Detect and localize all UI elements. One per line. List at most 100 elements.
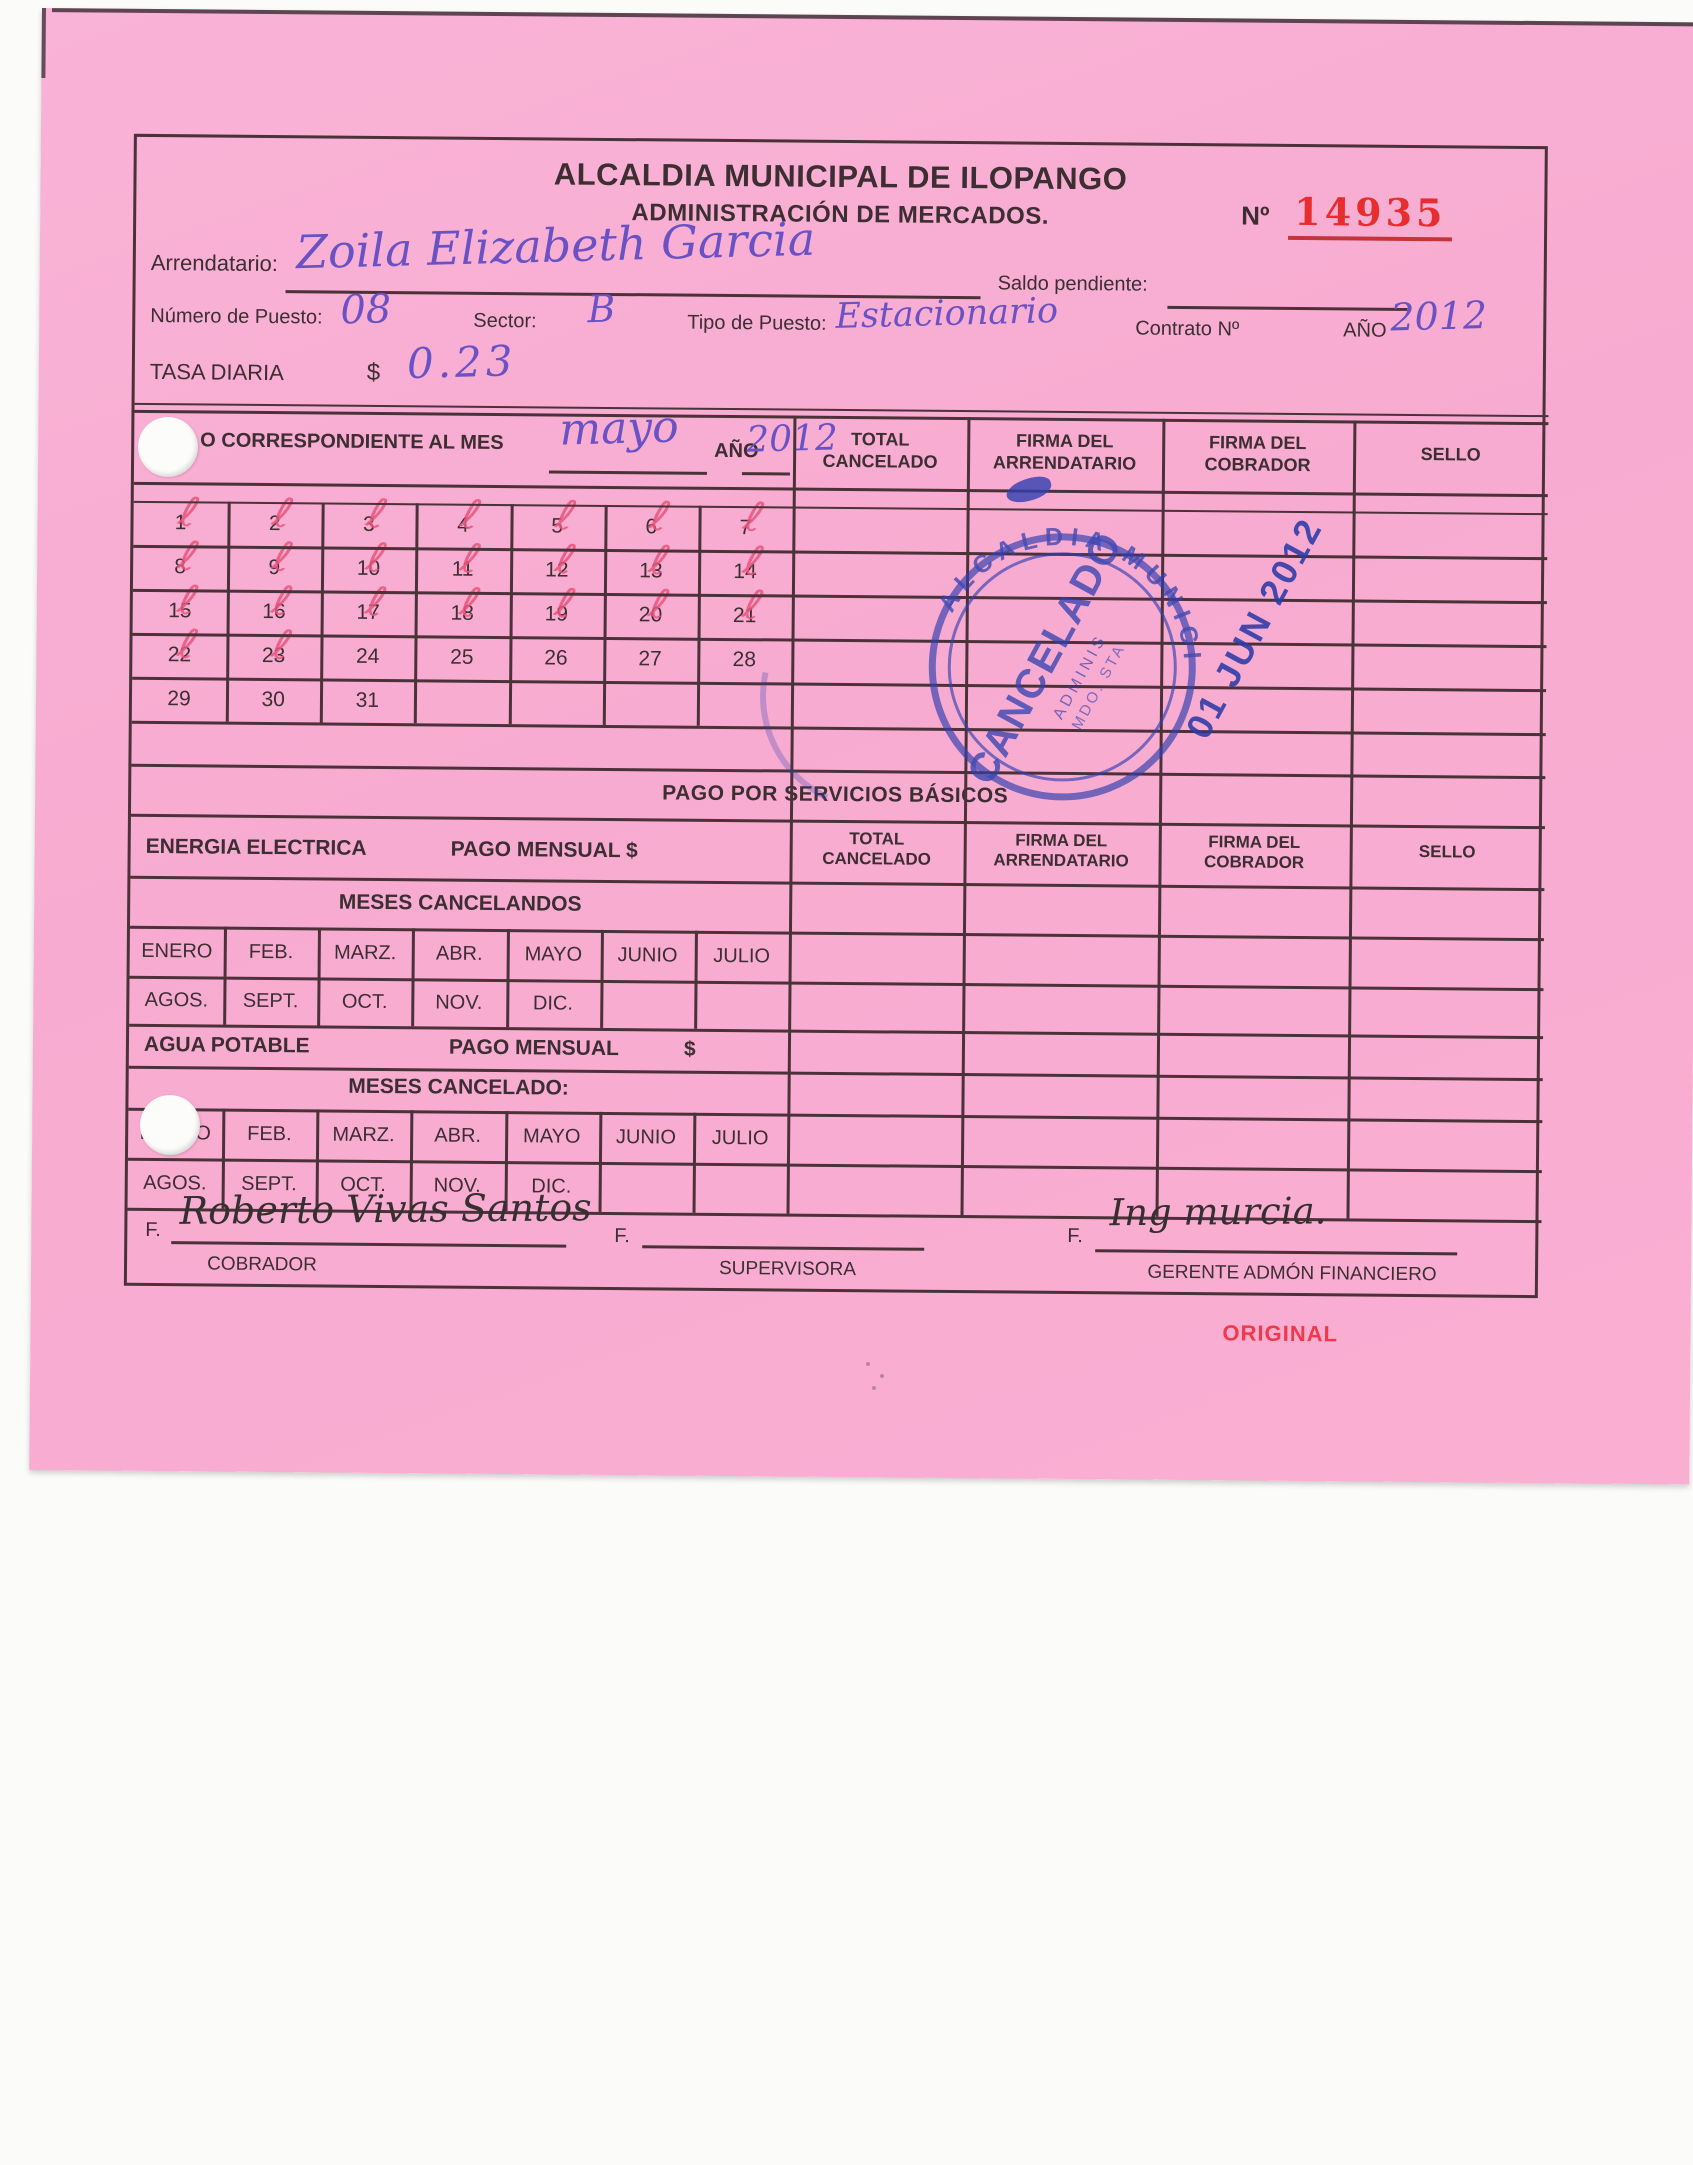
firma-label-gerente: F. <box>1067 1224 1083 1248</box>
supervisora-signature-line <box>642 1245 925 1251</box>
ano-value: 2012 <box>1389 292 1488 340</box>
hole-punch <box>140 1095 200 1155</box>
period-month-handwritten: mayo <box>558 401 680 456</box>
cobrador-label: COBRADOR <box>207 1253 318 1276</box>
cancelado-stamp: ALCALDIA MUNICI CANCELADO ADMINIS MDO. S… <box>928 521 1208 801</box>
receipt-form: ALCALDIA MUNICIPAL DE ILOPANGO ADMINISTR… <box>123 133 1549 1299</box>
calendar-day-cell: 11 ℓ <box>415 532 510 592</box>
energia-electrica-label: ENERGIA ELECTRICA <box>145 834 367 860</box>
month-cell: JUNIO <box>617 943 678 967</box>
receipt-number-label: Nº <box>1241 200 1270 231</box>
paper-edge-shadow <box>51 8 1693 27</box>
hole-punch <box>138 417 198 477</box>
contrato-label: Contrato Nº <box>1135 317 1240 341</box>
column-header-total-cancelado: TOTAL CANCELADO <box>822 429 938 472</box>
grid-line <box>1346 420 1357 1219</box>
day-number: 29 <box>167 687 191 711</box>
month-cell <box>694 981 789 1030</box>
currency-symbol: $ <box>366 358 381 386</box>
tasa-diaria-value: 0.23 <box>406 336 518 389</box>
gerente-signature: Ing murcia. <box>1109 1189 1327 1235</box>
calendar-day-cell: 26 <box>509 636 604 681</box>
calendar-day-cell: 29 <box>132 677 227 722</box>
column-header-sello: SELLO <box>1418 842 1476 862</box>
receipt-paper: ALCALDIA MUNICIPAL DE ILOPANGO ADMINISTR… <box>29 8 1693 1485</box>
column-header-total-cancelado: TOTAL CANCELADO <box>822 829 931 870</box>
paper-edge-shadow <box>41 8 46 79</box>
calendar-day-cell: 24 <box>320 634 415 679</box>
calendar-day-cell: 19 ℓ <box>509 577 604 637</box>
calendar-day-cell: 25 <box>415 635 510 680</box>
arrendatario-label: Arrendatario: <box>150 249 279 277</box>
saldo-pendiente-line <box>1167 305 1408 311</box>
month-cell: JUNIO <box>615 1125 677 1149</box>
month-cell: MAYO <box>523 1124 581 1148</box>
numero-puesto-label: Número de Puesto: <box>150 304 323 329</box>
pencil-speck <box>866 1362 870 1366</box>
day-number: 30 <box>261 687 285 712</box>
tipo-puesto-label: Tipo de Puesto: <box>687 311 827 335</box>
column-header-firma-arrendatario: FIRMA DEL ARRENDATARIO <box>992 430 1137 474</box>
calendar-day-cell: 12 ℓ <box>509 533 604 593</box>
agua-potable-label: AGUA POTABLE <box>143 1032 310 1058</box>
column-header-firma-cobrador: FIRMA DEL COBRADOR <box>1203 832 1305 873</box>
meses-cancelandos-label: MESES CANCELANDOS <box>338 890 582 916</box>
agua-currency-symbol: $ <box>683 1037 696 1061</box>
grid-line <box>130 875 1545 892</box>
calendar-day-cell: 15 ℓ <box>133 574 228 634</box>
calendar-day-cell: 22 ℓ <box>132 618 227 678</box>
tipo-puesto-value: Estacionario <box>834 290 1059 337</box>
column-header-firma-cobrador: FIRMA DEL COBRADOR <box>1204 432 1311 475</box>
period-year-line <box>741 472 790 476</box>
column-header-sello: SELLO <box>1420 444 1481 465</box>
agua-pago-mensual-label: PAGO MENSUAL <box>448 1035 619 1061</box>
column-header-firma-arrendatario: FIRMA DEL ARRENDATARIO <box>993 830 1129 871</box>
tasa-diaria-label: TASA DIARIA <box>149 358 285 386</box>
month-cell: OCT. <box>341 990 388 1013</box>
calendar-day-cell <box>508 680 603 725</box>
month-cell: AGOS. <box>144 988 209 1011</box>
month-cell: NOV. <box>435 990 483 1014</box>
day-number: 24 <box>355 644 380 668</box>
month-cell: ABR. <box>435 941 483 965</box>
grid-line <box>129 1023 1544 1040</box>
ano-label: AÑO <box>1343 319 1387 342</box>
calendar-grid: 1 ℓ 2 ℓ 3 ℓ 4 ℓ 5 ℓ 6 ℓ 7 ℓ 8 ℓ 9 ℓ 10 ℓ 11 ℓ 12 ℓ 13 ℓ 14 ℓ 15 ℓ 16 ℓ 1… <box>132 486 793 727</box>
numero-puesto-value: 08 <box>339 286 392 334</box>
grid-line <box>134 409 1549 426</box>
month-cell: SEPT. <box>242 989 299 1012</box>
month-cell <box>598 1162 693 1213</box>
original-stamp: ORIGINAL <box>1222 1320 1339 1347</box>
month-cell: MARZ. <box>332 1123 395 1146</box>
cobrador-signature: Roberto Vivas Santos <box>179 1185 592 1233</box>
month-cell: JULIO <box>711 1126 769 1149</box>
month-cell: FEB. <box>248 940 294 963</box>
month-cell: ENERO <box>141 939 213 963</box>
table-grid <box>127 137 1549 1224</box>
gerente-signature-line <box>1095 1249 1458 1256</box>
calendar-day-cell: 30 <box>226 678 321 723</box>
calendar-day-cell: 27 <box>603 637 698 682</box>
firma-label-cobrador: F. <box>145 1218 161 1242</box>
firma-label-supervisora: F. <box>614 1225 630 1248</box>
period-label: O CORRESPONDIENTE AL MES <box>200 429 504 455</box>
calendar-day-cell: 17 ℓ <box>321 575 416 635</box>
day-number: 25 <box>450 645 474 669</box>
calendar-day-cell: 16 ℓ <box>227 575 322 635</box>
month-cell <box>600 980 695 1029</box>
period-month-line <box>548 470 707 475</box>
gerente-label: GERENTE ADMÓN FINANCIERO <box>1147 1261 1437 1286</box>
ink-smudge <box>1003 473 1054 506</box>
sector-label: Sector: <box>473 309 537 333</box>
pencil-speck <box>872 1386 876 1390</box>
